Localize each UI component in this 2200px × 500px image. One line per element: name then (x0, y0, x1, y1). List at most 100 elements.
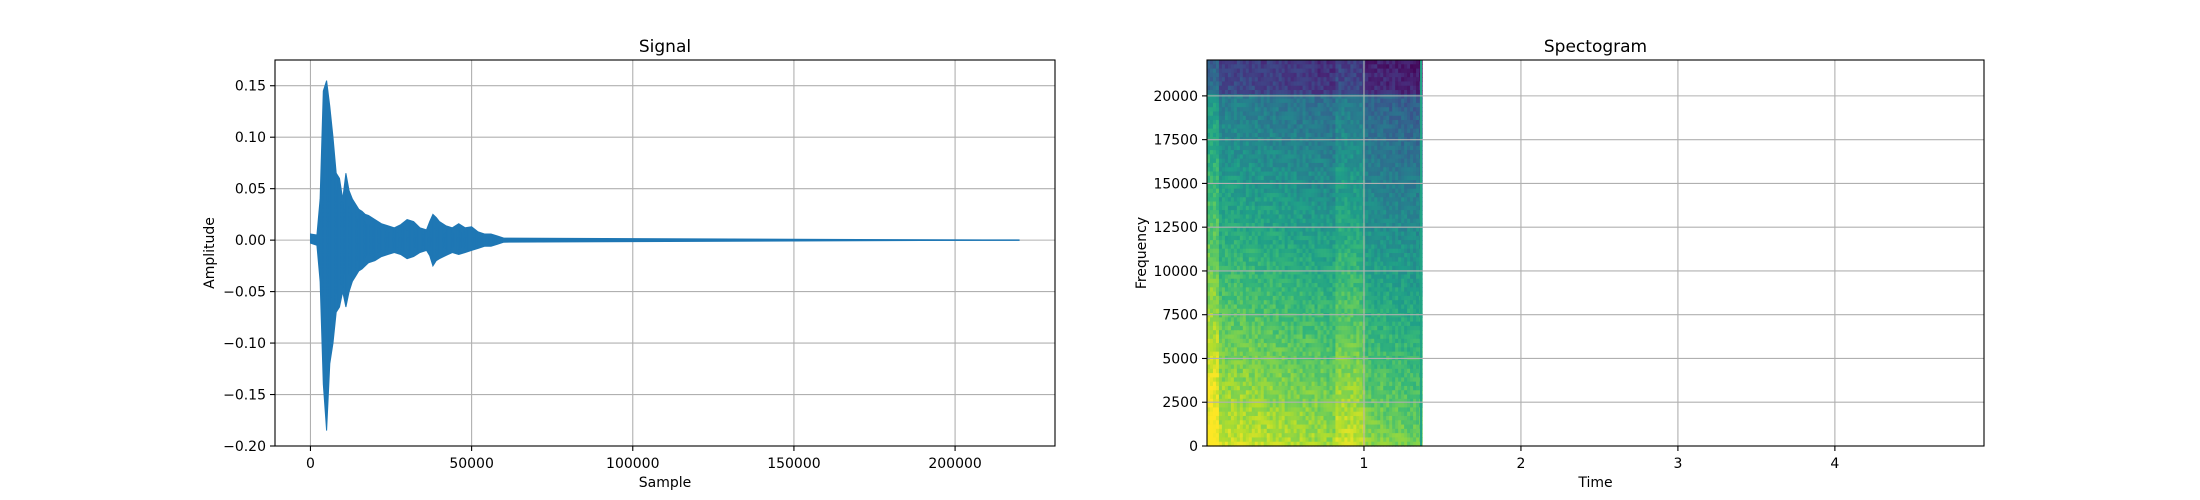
spectrogram-cell (1329, 72, 1334, 78)
spectrogram-cell (1281, 274, 1286, 280)
spectrogram-cell (1287, 437, 1292, 443)
spectrogram-cell (1215, 132, 1220, 138)
spectrogram-cell (1293, 291, 1298, 297)
spectrogram-cell (1284, 98, 1289, 104)
spectrogram-cell (1212, 132, 1217, 138)
spectrogram-cell (1320, 235, 1325, 241)
spectrogram-cell (1239, 227, 1244, 233)
spectrogram-cell (1368, 222, 1372, 228)
spectrogram-cell (1257, 287, 1262, 293)
spectrogram-cell (1266, 364, 1271, 370)
spectrogram-cell (1350, 188, 1354, 194)
spectrogram-cell (1209, 132, 1214, 138)
spectrogram-cell (1290, 300, 1295, 306)
spectrogram-cell (1263, 330, 1268, 336)
spectrogram-cell (1212, 394, 1217, 400)
spectrogram-cell (1329, 244, 1334, 250)
spectrogram-cell (1365, 94, 1369, 100)
spectrogram-cell (1299, 167, 1304, 173)
spectrogram-cell (1269, 334, 1274, 340)
spectrogram-cell (1248, 222, 1253, 228)
spectrogram-cell (1332, 154, 1337, 160)
spectrogram-cell (1284, 433, 1289, 439)
spectrogram-cell (1218, 158, 1223, 164)
spectrogram-cell (1239, 150, 1244, 155)
spectrogram-cell (1272, 407, 1277, 413)
spectrogram-cell (1338, 441, 1343, 447)
spectrogram-cell (1227, 85, 1232, 91)
spectrogram-cell (1269, 270, 1274, 276)
spectrogram-cell (1305, 128, 1310, 134)
spectrogram-cell (1311, 162, 1316, 168)
spectrogram-cell (1332, 145, 1337, 151)
spectrogram-cell (1338, 321, 1343, 327)
spectrogram-cell (1347, 171, 1351, 177)
spectrogram-cell (1209, 171, 1214, 177)
spectrogram-cell (1287, 351, 1292, 357)
spectrogram-cell (1317, 257, 1322, 263)
spectrogram-cell (1215, 64, 1220, 70)
spectrogram-cell (1344, 171, 1348, 177)
spectrogram-cell (1269, 424, 1274, 430)
spectrogram-cell (1230, 403, 1235, 408)
spectrogram-cell (1263, 295, 1268, 301)
signal-frame (274, 59, 1056, 447)
spectrogram-cell (1332, 295, 1337, 301)
spectrogram-cell (1218, 162, 1223, 168)
spectrogram-cell (1248, 192, 1253, 198)
spectrogram-cell (1338, 257, 1343, 263)
spectrogram-cell (1287, 167, 1292, 173)
spectrogram-cell (1207, 60, 1211, 65)
spectrogram-cell (1335, 385, 1340, 391)
spectrogram-cell (1251, 214, 1256, 220)
spectrogram-cell (1251, 222, 1256, 228)
spectrogram-cell (1347, 304, 1351, 310)
spectrogram-cell (1338, 222, 1343, 228)
spectrogram-cell (1311, 192, 1316, 198)
spectrogram-cell (1341, 338, 1345, 344)
spectrogram-cell (1215, 102, 1220, 108)
spectrogram-cell (1281, 175, 1286, 181)
spectrogram-cell (1278, 188, 1283, 194)
spectrogram-cell (1257, 317, 1262, 323)
spectrogram-cell (1278, 394, 1283, 400)
spectrogram-cell (1311, 394, 1316, 400)
spectrogram-cell (1365, 385, 1369, 391)
spectrogram-cell (1332, 227, 1337, 233)
spectrogram-cell (1329, 214, 1334, 220)
spectrogram-cell (1257, 313, 1262, 318)
spectrogram-cell (1278, 128, 1283, 134)
spectrogram-cell (1272, 227, 1277, 233)
spectrogram-cell (1263, 214, 1268, 220)
spectrogram-cell (1344, 231, 1348, 237)
spectrogram-cell (1275, 175, 1280, 181)
spectrogram-cell (1353, 158, 1357, 164)
spectrogram-cell (1284, 162, 1289, 168)
spectrogram-cell (1212, 214, 1217, 220)
spectrogram-cell (1338, 274, 1343, 280)
spectrogram-cell (1207, 433, 1211, 439)
spectrogram-cell (1350, 325, 1354, 331)
spectrogram-cell (1320, 265, 1325, 271)
spectrogram-cell (1329, 325, 1334, 331)
spectrogram-cell (1227, 257, 1232, 263)
spectrogram-cell (1269, 283, 1274, 288)
spectrogram-cell (1227, 441, 1232, 447)
spectrogram-cell (1263, 321, 1268, 327)
spectrogram-cell (1299, 257, 1304, 263)
spectrogram-cell (1293, 227, 1298, 233)
spectrogram-cell (1236, 85, 1241, 91)
spectrogram-cell (1305, 373, 1310, 378)
spectrogram-cell (1356, 334, 1360, 340)
spectrogram-cell (1233, 347, 1238, 353)
spectrogram-cell (1248, 248, 1253, 254)
spectrogram-cell (1317, 115, 1322, 121)
spectrogram-cell (1317, 231, 1322, 237)
spectrogram-cell (1221, 373, 1226, 378)
spectrogram-cell (1338, 90, 1343, 95)
spectrogram-cell (1317, 175, 1322, 181)
spectrogram-cell (1329, 188, 1334, 194)
spectrogram-cell (1320, 94, 1325, 100)
spectrogram-cell (1359, 124, 1363, 130)
spectrogram-cell (1314, 180, 1319, 185)
